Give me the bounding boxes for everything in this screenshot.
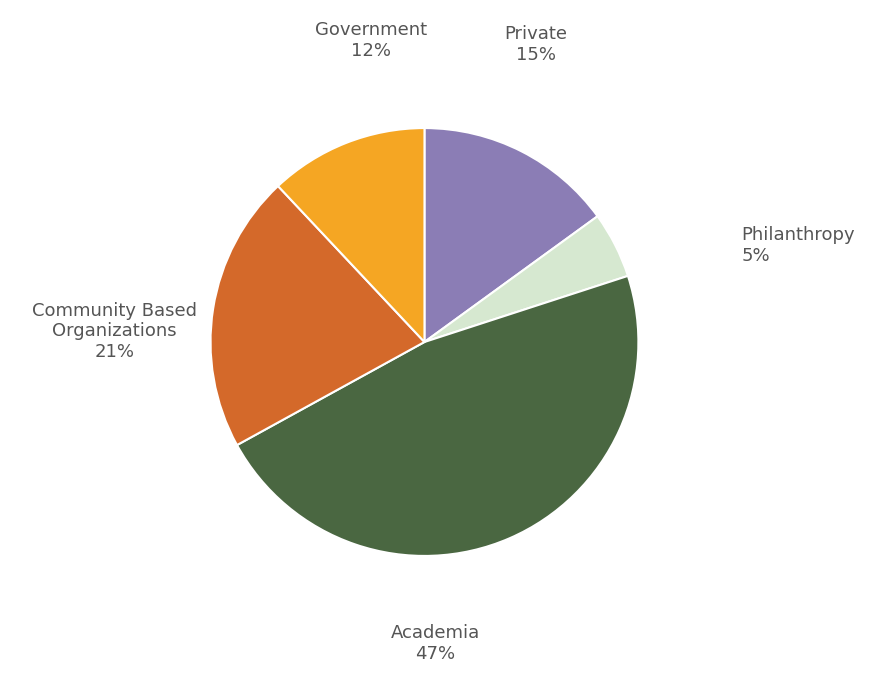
Text: Government
12%: Government 12% xyxy=(315,21,427,60)
Text: Private
15%: Private 15% xyxy=(504,25,567,64)
Wedge shape xyxy=(278,128,425,342)
Wedge shape xyxy=(425,128,597,342)
Text: Academia
47%: Academia 47% xyxy=(390,624,480,663)
Text: Philanthropy
5%: Philanthropy 5% xyxy=(741,226,855,265)
Wedge shape xyxy=(237,276,639,556)
Text: Community Based
Organizations
21%: Community Based Organizations 21% xyxy=(32,302,196,361)
Wedge shape xyxy=(425,216,628,342)
Wedge shape xyxy=(211,186,425,445)
